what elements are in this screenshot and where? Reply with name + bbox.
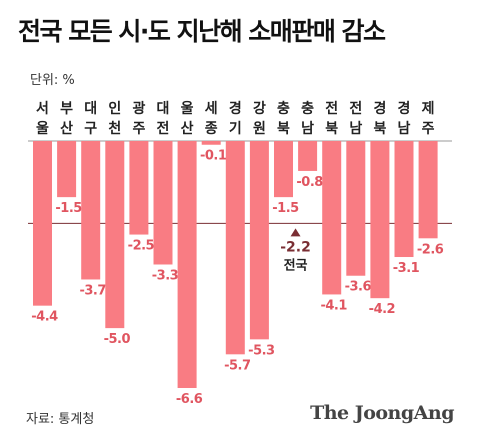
value-label: -6.6 xyxy=(176,392,203,407)
category-label: 산 xyxy=(60,120,73,137)
bar xyxy=(322,141,342,295)
source-note: 자료: 통계청 xyxy=(26,412,95,427)
category-label: 북 xyxy=(373,121,386,137)
value-label: -1.5 xyxy=(272,201,299,216)
category-label: 전 xyxy=(325,100,338,117)
category-label: 주 xyxy=(132,121,145,137)
bar xyxy=(346,141,366,276)
value-label: -4.2 xyxy=(369,302,395,317)
publisher-logo: The JoongAng xyxy=(310,402,454,424)
category-label: 전 xyxy=(349,100,362,117)
category-label: 남 xyxy=(398,120,411,137)
reference-name-label: 전국 xyxy=(284,257,308,273)
category-label: 주 xyxy=(422,121,435,137)
value-label: -3.7 xyxy=(79,283,106,298)
value-label: -3.3 xyxy=(152,269,179,284)
category-label: 북 xyxy=(277,121,290,137)
bar xyxy=(129,141,149,235)
category-label: 인 xyxy=(108,100,121,117)
category-label: 천 xyxy=(108,121,121,137)
category-label: 산 xyxy=(181,120,194,137)
category-label: 북 xyxy=(325,121,338,137)
category-label: 전 xyxy=(157,120,170,137)
reference-value-label: -2.2 xyxy=(280,239,311,255)
bar xyxy=(33,141,52,306)
category-label: 원 xyxy=(253,121,266,137)
category-label: 부 xyxy=(60,101,73,117)
value-label: -3.6 xyxy=(345,280,372,295)
bar xyxy=(201,141,221,145)
category-label: 대 xyxy=(84,101,97,117)
value-label: -0.1 xyxy=(200,149,227,164)
bar xyxy=(105,141,125,329)
category-label: 대 xyxy=(157,101,170,117)
value-label: -5.7 xyxy=(224,358,251,373)
category-label: 울 xyxy=(36,120,49,137)
category-label: 제 xyxy=(422,101,435,117)
category-label: 남 xyxy=(349,120,362,137)
bar xyxy=(249,141,269,340)
bar xyxy=(153,141,173,265)
category-label: 경 xyxy=(229,100,242,117)
category-label: 남 xyxy=(301,120,314,137)
bar xyxy=(394,141,414,258)
chart-title: 전국 모든 시·도 지난해 소매판매 감소 xyxy=(18,17,386,46)
category-label: 기 xyxy=(229,121,242,137)
bar xyxy=(57,141,77,198)
category-label: 경 xyxy=(373,100,386,117)
category-label: 서 xyxy=(36,101,49,117)
bar xyxy=(225,141,245,355)
value-label: -1.5 xyxy=(55,201,82,216)
bar xyxy=(177,141,197,388)
value-label: -3.1 xyxy=(393,261,420,276)
bar xyxy=(370,141,390,299)
bar xyxy=(418,141,438,239)
bar xyxy=(81,141,101,280)
value-label: -2.6 xyxy=(417,242,444,257)
category-label: 강 xyxy=(253,100,266,117)
category-label: 경 xyxy=(398,100,411,117)
value-label: -5.3 xyxy=(248,343,275,358)
category-label: 종 xyxy=(205,121,218,137)
value-label: -4.4 xyxy=(31,310,58,325)
category-label: 세 xyxy=(205,101,218,117)
category-label: 울 xyxy=(181,100,194,117)
bar xyxy=(298,141,318,171)
reference-marker-icon xyxy=(290,228,301,237)
category-label: 구 xyxy=(84,121,97,137)
value-label: -0.8 xyxy=(296,175,323,190)
category-label: 충 xyxy=(301,101,314,117)
unit-label: 단위: % xyxy=(30,73,75,88)
value-label: -2.5 xyxy=(128,239,155,254)
category-label: 광 xyxy=(132,100,145,117)
value-label: -4.1 xyxy=(320,298,347,313)
bar xyxy=(274,141,293,198)
category-label: 충 xyxy=(277,101,290,117)
value-label: -5.0 xyxy=(104,332,131,347)
